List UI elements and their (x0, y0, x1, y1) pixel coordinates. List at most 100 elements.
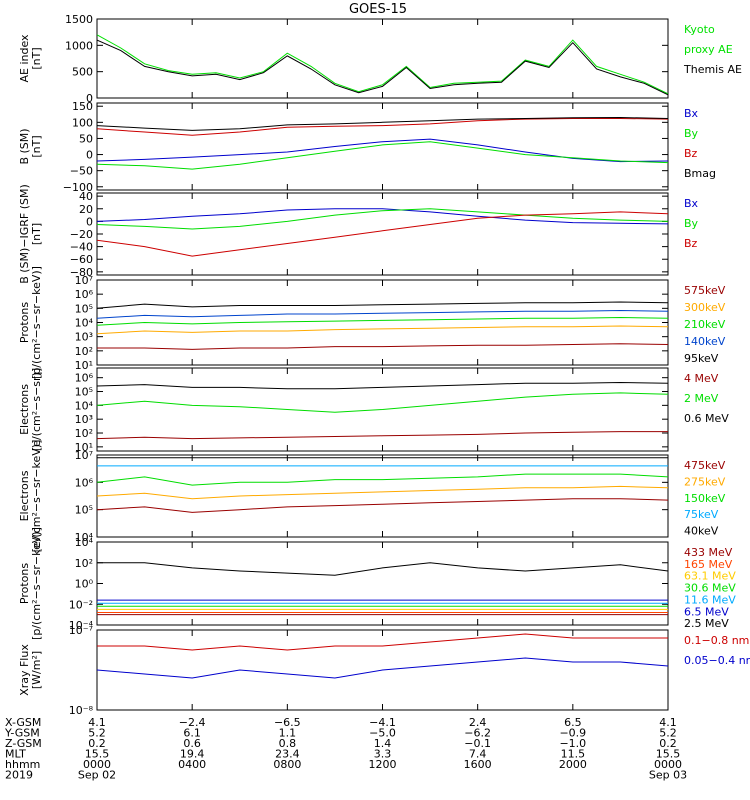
y-tick-label: 10⁵ (75, 386, 93, 399)
panel-frame (96, 102, 669, 191)
orbit-row-value: 1200 (369, 758, 397, 771)
series-group (97, 208, 668, 257)
y-tick-label: 10⁶ (75, 476, 94, 489)
orbit-row-value: 3.3 (374, 748, 392, 761)
y-tick-label: 10⁴ (75, 399, 94, 412)
legend-entry: Themis AE (683, 63, 742, 76)
legend-entry: 0.05−0.4 nm (684, 654, 750, 667)
series-line-bx (97, 138, 668, 163)
series-line-2-5-mev (97, 562, 668, 576)
orbit-row-value: 23.4 (275, 748, 300, 761)
series-group (97, 633, 668, 679)
y-axis-label-line: [nT] (30, 47, 43, 69)
y-axis-label: Xray Flux[W/m²] (18, 644, 43, 696)
series-line-by (97, 141, 668, 170)
orbit-row-value: 6.5 (564, 716, 582, 729)
panel-frame (96, 279, 669, 366)
series-line-475kev (97, 498, 668, 513)
orbit-row-value: 0.6 (183, 737, 201, 750)
y-tick-label: 10⁻⁴ (69, 619, 94, 632)
y-tick-label: −40 (70, 241, 93, 254)
series-line-by (97, 208, 668, 230)
y-tick-label: 10⁻⁸ (69, 704, 94, 717)
y-tick-label: 40 (79, 190, 93, 203)
y-tick-label: 10² (75, 427, 93, 440)
y-tick-label: 1000 (65, 39, 93, 52)
orbit-row-value: 11.5 (561, 748, 586, 761)
y-axis-label: AE index[nT] (18, 34, 43, 83)
series-line-themis-ae (97, 39, 668, 96)
legend-entry: 150keV (684, 492, 726, 505)
series-line-0-6-mev (97, 381, 668, 390)
series-group (97, 301, 668, 350)
series-group (97, 562, 668, 616)
y-tick-label: 10¹ (75, 359, 93, 372)
y-tick-label: −60 (70, 253, 93, 266)
legend-entry: By (684, 127, 699, 140)
legend-entry: Bz (684, 237, 698, 250)
series-group (97, 116, 668, 170)
series-line-0-05-0-4-nm (97, 657, 668, 679)
legend-entry: Bx (684, 107, 699, 120)
legend-entry: By (684, 217, 699, 230)
orbit-row-label: X-GSM (5, 716, 41, 729)
y-tick-label: 10² (75, 557, 93, 570)
series-line-275kev (97, 485, 668, 500)
legend-entry: Kyoto (684, 23, 715, 36)
orbit-row-value: 19.4 (180, 748, 205, 761)
y-tick-label: 10⁴ (75, 531, 94, 544)
orbit-row-label: Z-GSM (5, 737, 42, 750)
panel-protons_high: 10⁻⁴ 10⁻² 10⁰ 10² 10⁴ Protons[p/(cm²−s−sr−keV… (18, 527, 736, 640)
y-tick-label: 10⁷ (75, 274, 93, 287)
orbit-row-value: −0.1 (464, 737, 491, 750)
orbit-row-value: −4.1 (369, 716, 396, 729)
y-axis-label: B (SM)−IGRF (SM)[nT] (18, 184, 43, 284)
series-line-bmag (97, 116, 668, 131)
series-line-bz (97, 118, 668, 136)
y-axis-label-line: Electrons (18, 384, 31, 435)
orbit-row-value: −6.5 (274, 716, 301, 729)
y-tick-label: −100 (63, 181, 93, 194)
orbit-row-label: hhmm (5, 758, 40, 771)
orbit-row-value: 0.2 (88, 737, 106, 750)
series-line-kyoto-proxy-ae (97, 34, 668, 95)
y-axis-label-line: Xray Flux (18, 644, 31, 696)
panel-frame (96, 454, 669, 538)
y-axis-label-line: [e/(cm²−s−sr)] (30, 368, 43, 451)
series-line-140kev (97, 309, 668, 319)
y-tick-label: 10⁶ (75, 372, 94, 385)
series-line-575kev (97, 343, 668, 350)
y-axis-label-line: [W/m²] (30, 651, 43, 689)
legend-entry: 30.6 MeV (684, 582, 736, 595)
series-line-95kev (97, 301, 668, 309)
legend-entry: 11.6 MeV (684, 593, 736, 606)
legend-entry: Bmag (684, 167, 716, 180)
orbit-row-value: −1.0 (559, 737, 586, 750)
legend-entry: Bx (684, 197, 699, 210)
series-line-2-mev (97, 392, 668, 413)
y-tick-label: 10³ (75, 331, 93, 344)
y-tick-label: 10⁻² (69, 598, 93, 611)
orbit-row-value: 15.5 (85, 748, 110, 761)
y-axis-label-line: [p/(cm²−s−sr−keV)] (30, 266, 43, 379)
panel-frame (96, 192, 669, 276)
orbit-row-value: 4.1 (88, 716, 106, 729)
legend-entry: Bz (684, 147, 698, 160)
panel-electrons_low: 10⁴ 10⁵ 10⁶ 10⁷ Electrons[e/(cm²−s−sr−keV)] 4… (18, 440, 726, 553)
orbit-row-value: −2.4 (179, 716, 206, 729)
date-start-label: Sep 02 (78, 769, 116, 782)
y-axis-label-line: B (SM) (18, 128, 31, 164)
y-tick-label: 10⁶ (75, 288, 94, 301)
legend-entry: 433 MeV (684, 546, 733, 559)
y-tick-label: 20 (79, 203, 93, 216)
orbit-row-value: −6.2 (464, 727, 491, 740)
y-tick-label: 10⁵ (75, 302, 93, 315)
y-tick-label: −20 (70, 228, 93, 241)
y-tick-label: 1500 (65, 13, 93, 26)
y-tick-label: 10⁻⁷ (69, 624, 93, 637)
orbit-row-value: 0800 (273, 758, 301, 771)
orbit-row-label: Y-GSM (4, 727, 40, 740)
legend-entry: 40keV (684, 525, 719, 538)
y-axis-label-line: [p/(cm²−s−sr−keV)] (30, 527, 43, 640)
